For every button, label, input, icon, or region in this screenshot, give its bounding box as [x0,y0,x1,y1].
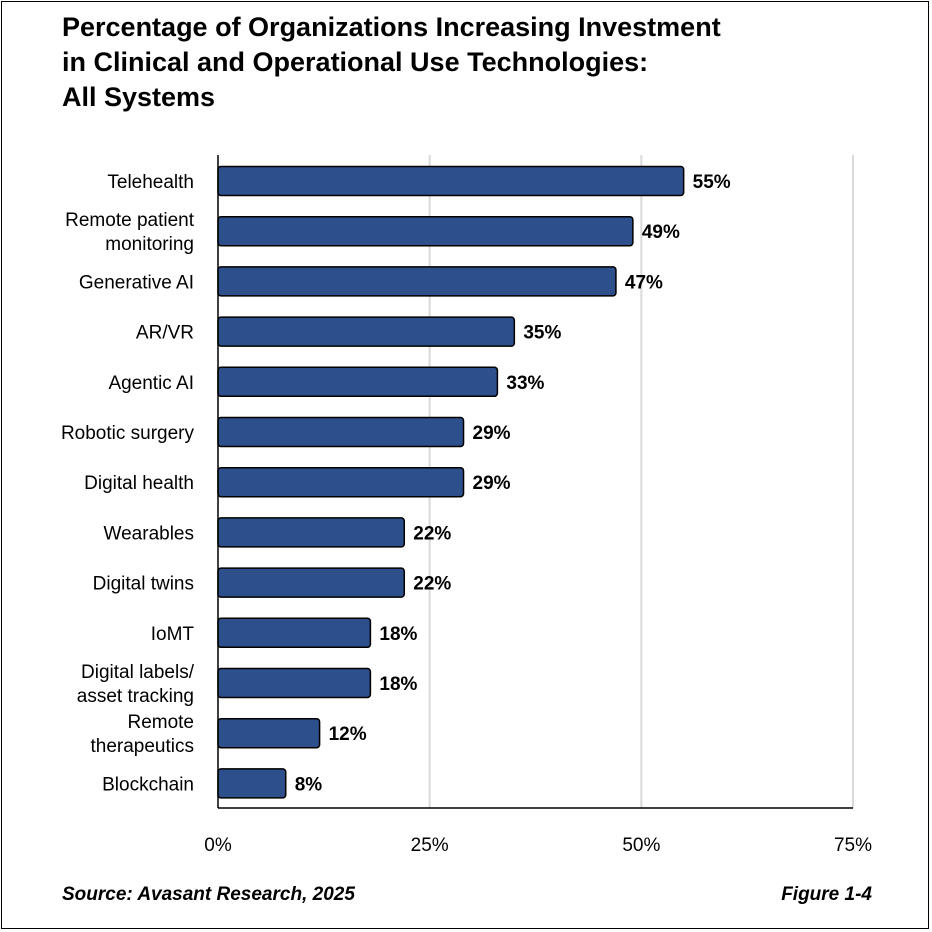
bar-4 [217,366,499,398]
category-label-7: Wearables [104,523,194,544]
bar-9 [217,617,372,649]
bar-5 [217,416,465,448]
source-note: Source: Avasant Research, 2025 [62,884,355,905]
category-label-1-line-1: monitoring [105,234,194,255]
category-label-5: Robotic surgery [61,423,195,444]
chart-title-line-1: Percentage of Organizations Increasing I… [62,12,721,42]
category-label-2: Generative AI [79,272,194,293]
chart-title-line-2: in Clinical and Operational Use Technolo… [62,47,649,77]
bar-0 [217,165,685,197]
bar-10 [217,667,372,699]
category-label-9: IoMT [151,624,195,645]
category-label-8: Digital twins [93,574,194,595]
category-label-0: Telehealth [107,172,194,193]
value-label-12: 8% [295,774,323,795]
value-label-11: 12% [329,724,367,745]
bar-3 [217,316,516,347]
category-label-6: Digital health [84,473,194,494]
category-label-11-line-1: therapeutics [90,736,194,757]
category-label-10-line-1: asset tracking [77,686,194,707]
chart-title: Percentage of Organizations Increasing I… [62,10,862,115]
category-label-11-line-0: Remote [127,712,194,733]
category-label-1-line-0: Remote patient [65,210,195,231]
chart-title-line-3: All Systems [62,82,216,112]
value-label-1: 49% [642,222,680,243]
bar-1 [217,215,634,247]
category-label-4: Agentic AI [108,373,194,394]
bar-8 [217,567,406,598]
value-label-7: 22% [413,523,451,544]
x-tick-label-75: 75% [834,835,872,856]
category-label-12: Blockchain [102,774,194,795]
category-label-3: AR/VR [136,323,194,344]
value-label-5: 29% [473,423,511,444]
bar-11 [217,717,321,749]
value-label-10: 18% [379,674,417,695]
bar-12 [217,768,287,799]
value-label-0: 55% [693,172,731,193]
category-label-10-line-0: Digital labels/ [81,662,195,683]
figure-number: Figure 1-4 [781,884,872,905]
value-label-6: 29% [473,473,511,494]
bar-2 [217,266,617,297]
value-label-8: 22% [413,574,451,595]
value-label-3: 35% [523,323,561,344]
value-label-2: 47% [625,272,663,293]
bar-7 [217,517,406,548]
bar-6 [217,466,465,498]
value-label-9: 18% [379,624,417,645]
x-tick-label-0: 0% [204,835,232,856]
value-label-4: 33% [506,373,544,394]
x-tick-label-25: 25% [411,835,449,856]
x-tick-label-50: 50% [622,835,660,856]
